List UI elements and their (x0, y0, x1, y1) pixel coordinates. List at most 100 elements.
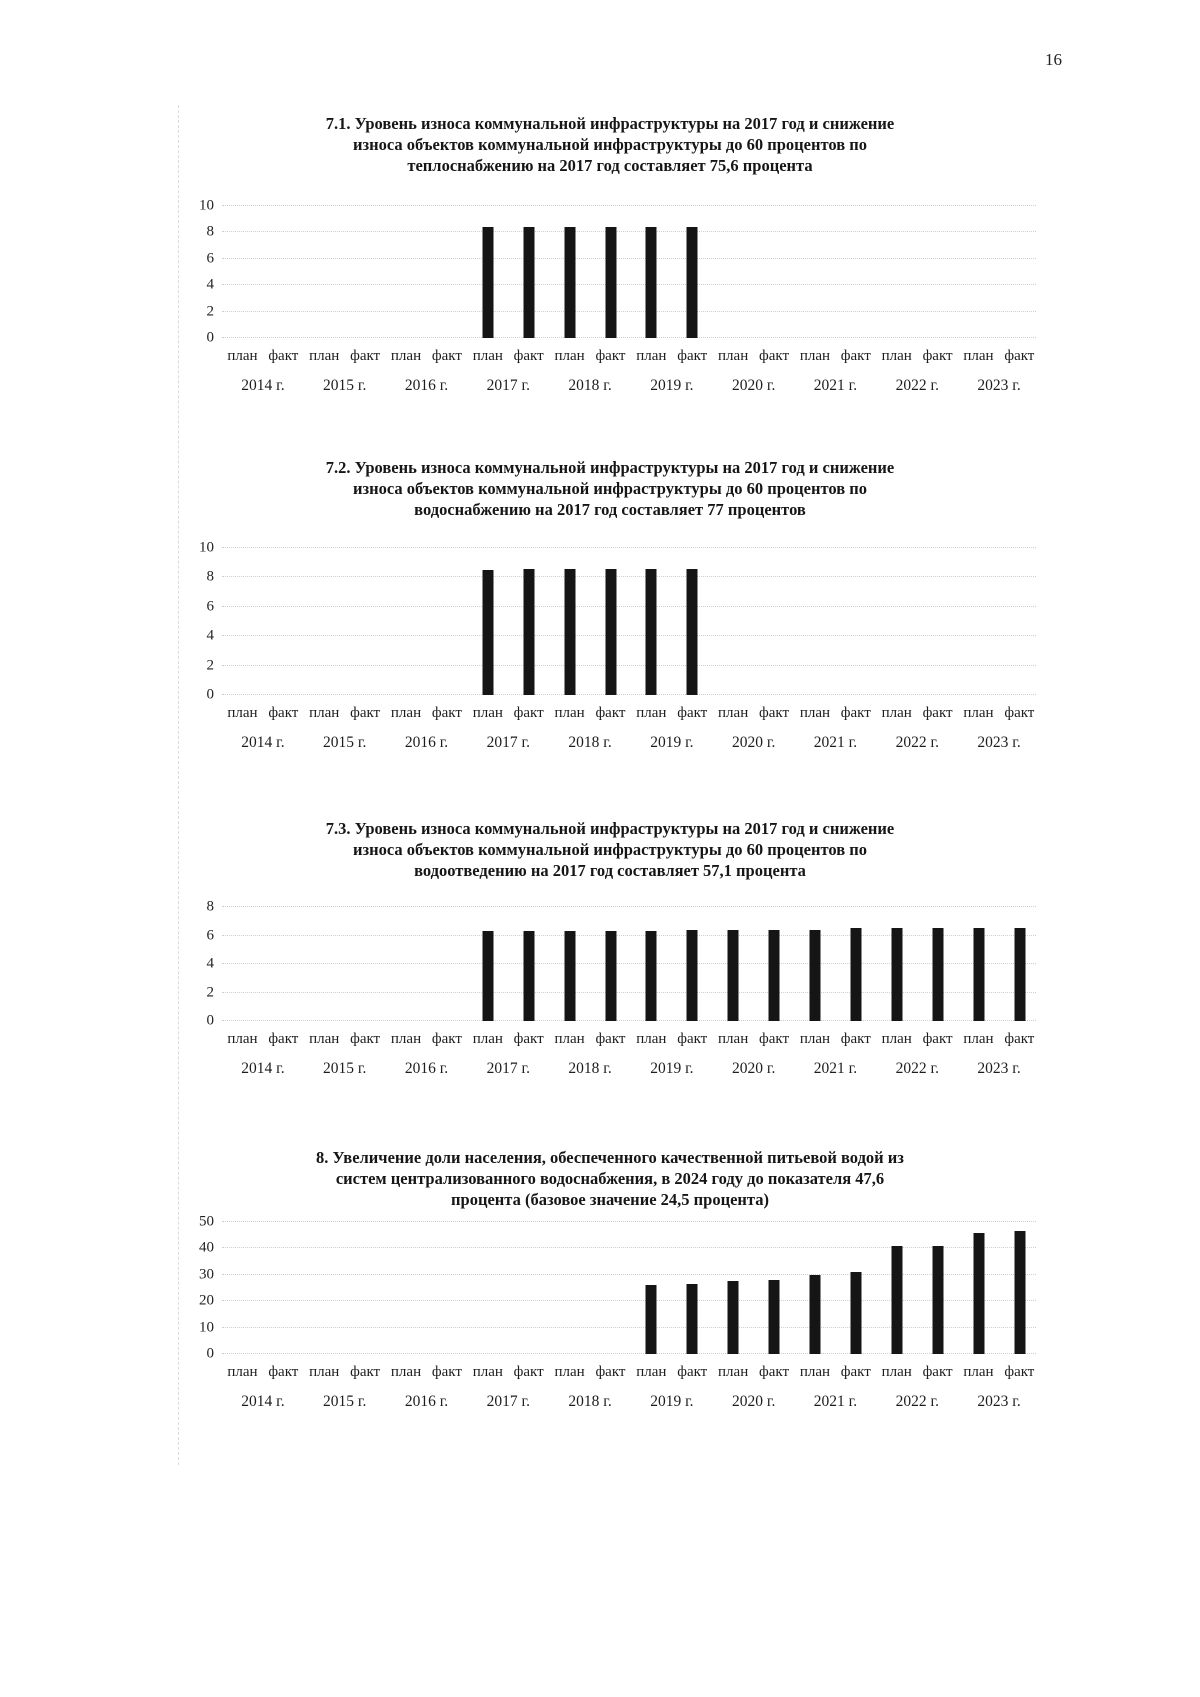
page-content: 7.1. Уровень износа коммунальной инфраст… (180, 113, 1040, 1412)
y-axis-tick: 50 (199, 1213, 214, 1230)
plot (222, 205, 1040, 338)
gridline (222, 576, 1036, 578)
gridline (222, 694, 1036, 695)
x-axis-pair-labels: план факт план факт план факт план факт план факт… (222, 703, 1040, 723)
bar-plan-2023 (973, 928, 985, 1021)
bar-fakt-2019 (686, 568, 698, 695)
y-axis-tick: 8 (206, 568, 215, 585)
x-axis-pair-labels: план факт план факт план факт план факт план факт… (222, 1029, 1040, 1049)
gridline (222, 1326, 1036, 1328)
gridline (222, 605, 1036, 607)
x-label-fakt: факт (268, 705, 299, 721)
y-axis-tick: 10 (199, 539, 214, 556)
x-label-fakt: факт (759, 705, 790, 721)
bar-fakt-2019 (686, 929, 698, 1021)
chart-7-3: 7.3. Уровень износа коммунальной инфраст… (180, 818, 1040, 1079)
bar-plan-2021 (809, 929, 821, 1021)
x-label-plan: план (718, 348, 749, 364)
bar-fakt-2019 (686, 227, 698, 338)
bar-plan-2023 (973, 1232, 985, 1354)
gridline (222, 906, 1036, 907)
x-label-plan: план (718, 1031, 749, 1047)
y-axis-tick: 6 (206, 927, 215, 943)
x-axis-year-labels: 2014 г. 2015 г. 2016 г. 2017 г. 2018 г. 2019 … (222, 733, 1040, 753)
bar-plan-2017 (482, 227, 494, 338)
x-label-fakt: факт (922, 1031, 953, 1047)
x-label-plan: план (799, 1364, 831, 1380)
x-label-plan: план (227, 348, 258, 364)
x-label-fakt: факт (840, 1364, 871, 1380)
bar-plan-2019 (645, 931, 657, 1021)
x-label-year: 2020 г. (732, 734, 776, 751)
x-label-fakt: факт (268, 348, 299, 364)
plot (222, 1221, 1040, 1354)
x-label-plan: план (554, 348, 585, 364)
x-label-fakt: факт (840, 1031, 871, 1047)
x-label-year: 2019 г. (650, 1060, 694, 1077)
chart-title: 8. Увеличение доли населения, обеспеченн… (316, 1148, 904, 1209)
x-label-fakt: факт (513, 1364, 544, 1380)
y-axis-tick: 4 (206, 955, 215, 972)
y-axis-tick: 2 (206, 657, 215, 674)
x-label-fakt: факт (922, 705, 953, 721)
x-label-plan: план (390, 1364, 422, 1380)
gridline (222, 284, 1036, 286)
bar-fakt-2017 (523, 931, 535, 1021)
x-label-plan: план (881, 705, 912, 721)
y-axis: 10 8 6 4 2 0 (180, 540, 222, 702)
gridline (222, 664, 1036, 666)
x-label-year: 2016 г. (404, 377, 449, 394)
x-label-plan: план (390, 1031, 422, 1047)
gridline (222, 1353, 1036, 1354)
x-label-plan: план (390, 705, 422, 721)
x-label-plan: план (227, 1364, 258, 1380)
chart-8: 8. Увеличение доли населения, обеспеченн… (180, 1147, 1040, 1412)
gridline (222, 547, 1036, 548)
x-label-year: 2017 г. (486, 377, 530, 394)
y-axis-tick: 4 (206, 627, 215, 644)
x-label-plan: план (472, 1031, 503, 1047)
x-label-year: 2020 г. (732, 377, 776, 394)
x-label-plan: план (718, 705, 749, 721)
y-axis: 8 6 4 2 0 (180, 899, 222, 1028)
y-axis-tick: 6 (206, 250, 215, 267)
x-label-year: 2021 г. (813, 1393, 858, 1410)
gridline (222, 635, 1036, 637)
x-label-fakt: факт (922, 348, 953, 364)
x-label-plan: план (309, 1031, 340, 1047)
x-label-fakt: факт (1004, 1031, 1035, 1047)
plot (222, 547, 1040, 695)
bar-plan-2018 (564, 568, 576, 695)
bar-fakt-2018 (605, 227, 617, 338)
x-label-year: 2018 г. (568, 377, 612, 394)
x-label-fakt: факт (513, 1031, 544, 1047)
x-label-plan: план (963, 1364, 994, 1380)
x-label-fakt: факт (595, 1031, 626, 1047)
bar-fakt-2021 (850, 928, 862, 1021)
bar-fakt-2020 (768, 929, 780, 1021)
x-label-year: 2017 г. (486, 1393, 530, 1410)
bar-fakt-2017 (523, 227, 535, 338)
x-label-fakt: факт (677, 1031, 708, 1047)
y-axis-tick: 40 (199, 1239, 214, 1256)
y-axis-tick: 2 (206, 984, 215, 1000)
x-label-plan: план (472, 1364, 503, 1380)
x-label-year: 2022 г. (895, 1393, 939, 1410)
x-label-year: 2017 г. (486, 734, 530, 751)
x-label-year: 2015 г. (323, 1393, 367, 1410)
x-label-plan: план (799, 348, 831, 364)
x-label-fakt: факт (513, 348, 544, 364)
x-label-year: 2014 г. (241, 1060, 285, 1077)
x-label-plan: план (554, 705, 585, 721)
bar-plan-2021 (809, 1274, 821, 1354)
x-label-plan: план (472, 348, 503, 364)
x-label-fakt: факт (1004, 348, 1035, 364)
y-axis-tick: 8 (206, 223, 215, 240)
x-label-year: 2018 г. (568, 1393, 612, 1410)
x-label-fakt: факт (595, 705, 626, 721)
y-axis: 50 40 30 20 10 0 (180, 1214, 222, 1361)
y-axis: 10 8 6 4 2 0 (180, 198, 222, 345)
gridline (222, 1221, 1036, 1222)
gridline (222, 934, 1036, 936)
